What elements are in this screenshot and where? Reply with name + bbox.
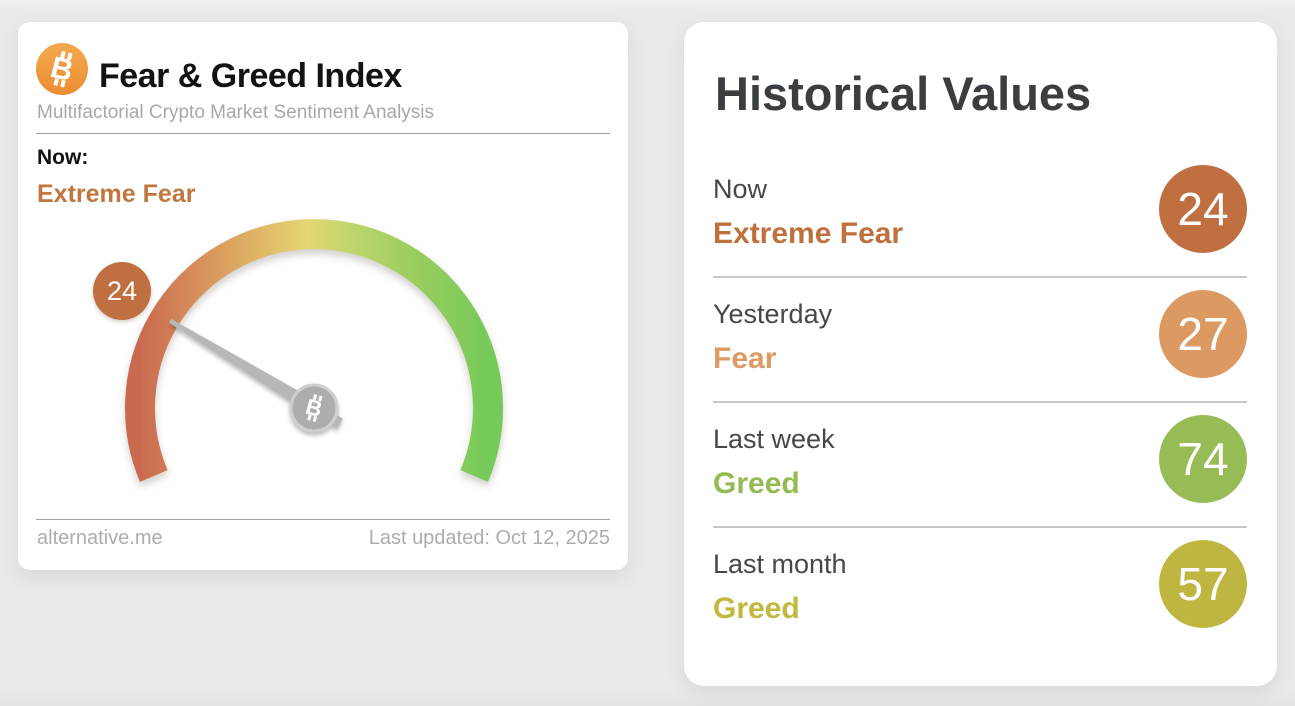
history-value-badge: 24 bbox=[1159, 165, 1247, 253]
gauge-arc bbox=[125, 219, 503, 482]
history-row-now: Now Extreme Fear 24 bbox=[713, 153, 1247, 278]
source-link[interactable]: alternative.me bbox=[37, 527, 163, 549]
history-status: Extreme Fear bbox=[713, 217, 904, 250]
svg-text:B: B bbox=[303, 394, 325, 422]
history-row-yesterday: Yesterday Fear 27 bbox=[713, 278, 1247, 403]
gauge-needle bbox=[168, 318, 343, 429]
now-status: Extreme Fear bbox=[37, 180, 196, 208]
history-status: Greed bbox=[713, 467, 800, 500]
history-status: Greed bbox=[713, 592, 800, 625]
history-period-label: Last week bbox=[713, 424, 835, 454]
gauge-card-footer: alternative.me Last updated: Oct 12, 202… bbox=[37, 527, 610, 550]
fear-greed-gauge-card: B Fear & Greed Index Multifactorial Cryp… bbox=[18, 22, 628, 570]
footer-divider bbox=[36, 519, 610, 520]
now-label: Now: bbox=[37, 146, 89, 169]
history-row-last-week: Last week Greed 74 bbox=[713, 403, 1247, 528]
last-updated-text: Last updated: Oct 12, 2025 bbox=[368, 527, 610, 549]
gauge-card-subtitle: Multifactorial Crypto Market Sentiment A… bbox=[37, 102, 435, 123]
historical-title: Historical Values bbox=[715, 67, 1092, 120]
history-period-label: Now bbox=[713, 174, 768, 204]
history-value-badge: 27 bbox=[1159, 290, 1247, 378]
bitcoin-icon: B bbox=[303, 394, 325, 422]
history-status: Fear bbox=[713, 342, 777, 375]
historical-rows: Now Extreme Fear 24 Yesterday Fear 27 La… bbox=[713, 153, 1247, 653]
historical-values-card: Historical Values Now Extreme Fear 24 Ye… bbox=[684, 22, 1277, 686]
history-value-badge: 74 bbox=[1159, 415, 1247, 503]
bitcoin-icon: B bbox=[36, 43, 88, 95]
history-value-badge: 57 bbox=[1159, 540, 1247, 628]
history-period-label: Last month bbox=[713, 549, 847, 579]
gauge-value-badge: 24 bbox=[93, 262, 151, 320]
history-period-label: Yesterday bbox=[713, 299, 833, 329]
header-divider bbox=[36, 133, 610, 134]
gauge-card-title: Fear & Greed Index bbox=[99, 57, 402, 95]
gauge-hub bbox=[289, 383, 339, 433]
history-row-last-month: Last month Greed 57 bbox=[713, 528, 1247, 653]
